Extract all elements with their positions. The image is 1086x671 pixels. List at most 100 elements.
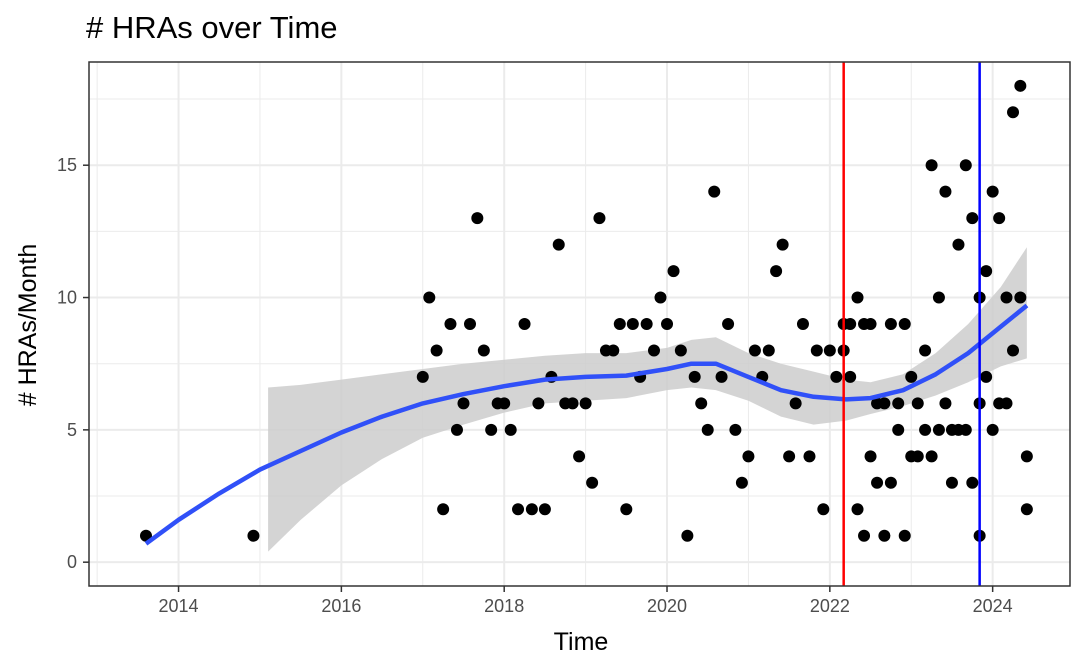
data-point <box>932 291 945 304</box>
data-point <box>640 318 653 330</box>
data-point <box>485 423 498 436</box>
y-tick-label: 5 <box>67 420 77 440</box>
data-point <box>538 503 551 516</box>
data-point <box>851 291 864 304</box>
data-point <box>1000 397 1013 410</box>
data-point <box>552 238 565 251</box>
data-point <box>477 344 490 357</box>
data-point <box>735 476 748 489</box>
data-point <box>817 503 830 516</box>
y-tick-label: 0 <box>67 552 77 572</box>
data-point <box>450 423 463 436</box>
data-point <box>932 423 945 436</box>
chart-title: # HRAs over Time <box>86 10 338 45</box>
data-point <box>892 423 905 436</box>
data-point <box>823 344 836 357</box>
data-point <box>980 370 993 383</box>
data-point <box>1020 503 1033 516</box>
data-point <box>770 265 783 278</box>
panel-background <box>89 62 1070 586</box>
data-point <box>139 529 152 542</box>
data-point <box>864 318 877 330</box>
data-point <box>980 265 993 278</box>
data-point <box>939 397 952 410</box>
data-point <box>647 344 660 357</box>
data-point <box>620 503 633 516</box>
data-point <box>892 397 905 410</box>
y-tick-label: 15 <box>57 155 77 175</box>
data-point <box>695 397 708 410</box>
x-tick-label: 2024 <box>973 596 1013 616</box>
data-point <box>464 318 477 330</box>
data-point <box>911 450 924 463</box>
data-point <box>919 423 932 436</box>
data-point <box>593 212 606 225</box>
data-point <box>1007 344 1020 357</box>
x-tick-label: 2020 <box>647 596 687 616</box>
data-point <box>1014 291 1027 304</box>
data-point <box>674 344 687 357</box>
data-point <box>688 370 701 383</box>
data-point <box>1020 450 1033 463</box>
data-point <box>844 318 857 330</box>
data-point <box>613 318 626 330</box>
x-tick-label: 2018 <box>484 596 524 616</box>
data-point <box>423 291 436 304</box>
data-point <box>512 503 525 516</box>
data-point <box>661 318 674 330</box>
data-point <box>667 265 680 278</box>
data-point <box>925 450 938 463</box>
data-point <box>884 476 897 489</box>
x-tick-label: 2016 <box>321 596 361 616</box>
data-point <box>715 370 728 383</box>
data-point <box>986 423 999 436</box>
data-point <box>626 318 639 330</box>
data-point <box>722 318 735 330</box>
data-point <box>416 370 429 383</box>
data-point <box>532 397 545 410</box>
data-point <box>701 423 714 436</box>
panel-border <box>88 61 1071 587</box>
data-point <box>498 397 511 410</box>
data-point <box>457 397 470 410</box>
plot-area: 2014 2016 2018 2020 2022 2024 0 5 10 15 <box>57 61 1071 616</box>
data-point <box>1000 291 1013 304</box>
data-point <box>945 476 958 489</box>
data-point <box>966 212 979 225</box>
data-point <box>898 529 911 542</box>
data-point <box>789 397 802 410</box>
data-point <box>525 503 538 516</box>
data-point <box>966 476 979 489</box>
data-point <box>1014 79 1027 92</box>
data-point <box>993 212 1006 225</box>
data-point <box>878 529 891 542</box>
data-point <box>573 450 586 463</box>
data-point <box>959 423 972 436</box>
data-point <box>871 476 884 489</box>
data-point <box>803 450 816 463</box>
data-point <box>810 344 823 357</box>
data-point <box>586 476 599 489</box>
data-point <box>776 238 789 251</box>
data-point <box>748 344 761 357</box>
x-tick-label: 2014 <box>159 596 199 616</box>
data-point <box>444 318 457 330</box>
data-point <box>878 397 891 410</box>
data-point <box>504 423 517 436</box>
data-point <box>884 318 897 330</box>
data-point <box>830 370 843 383</box>
data-point <box>851 503 864 516</box>
data-point <box>518 318 531 330</box>
data-point <box>762 344 775 357</box>
data-point <box>607 344 620 357</box>
data-point <box>925 159 938 172</box>
y-tick-label: 10 <box>57 288 77 308</box>
data-point <box>783 450 796 463</box>
data-point <box>844 370 857 383</box>
data-point <box>681 529 694 542</box>
data-point <box>430 344 443 357</box>
data-point <box>437 503 450 516</box>
data-point <box>911 397 924 410</box>
data-point <box>708 185 721 198</box>
